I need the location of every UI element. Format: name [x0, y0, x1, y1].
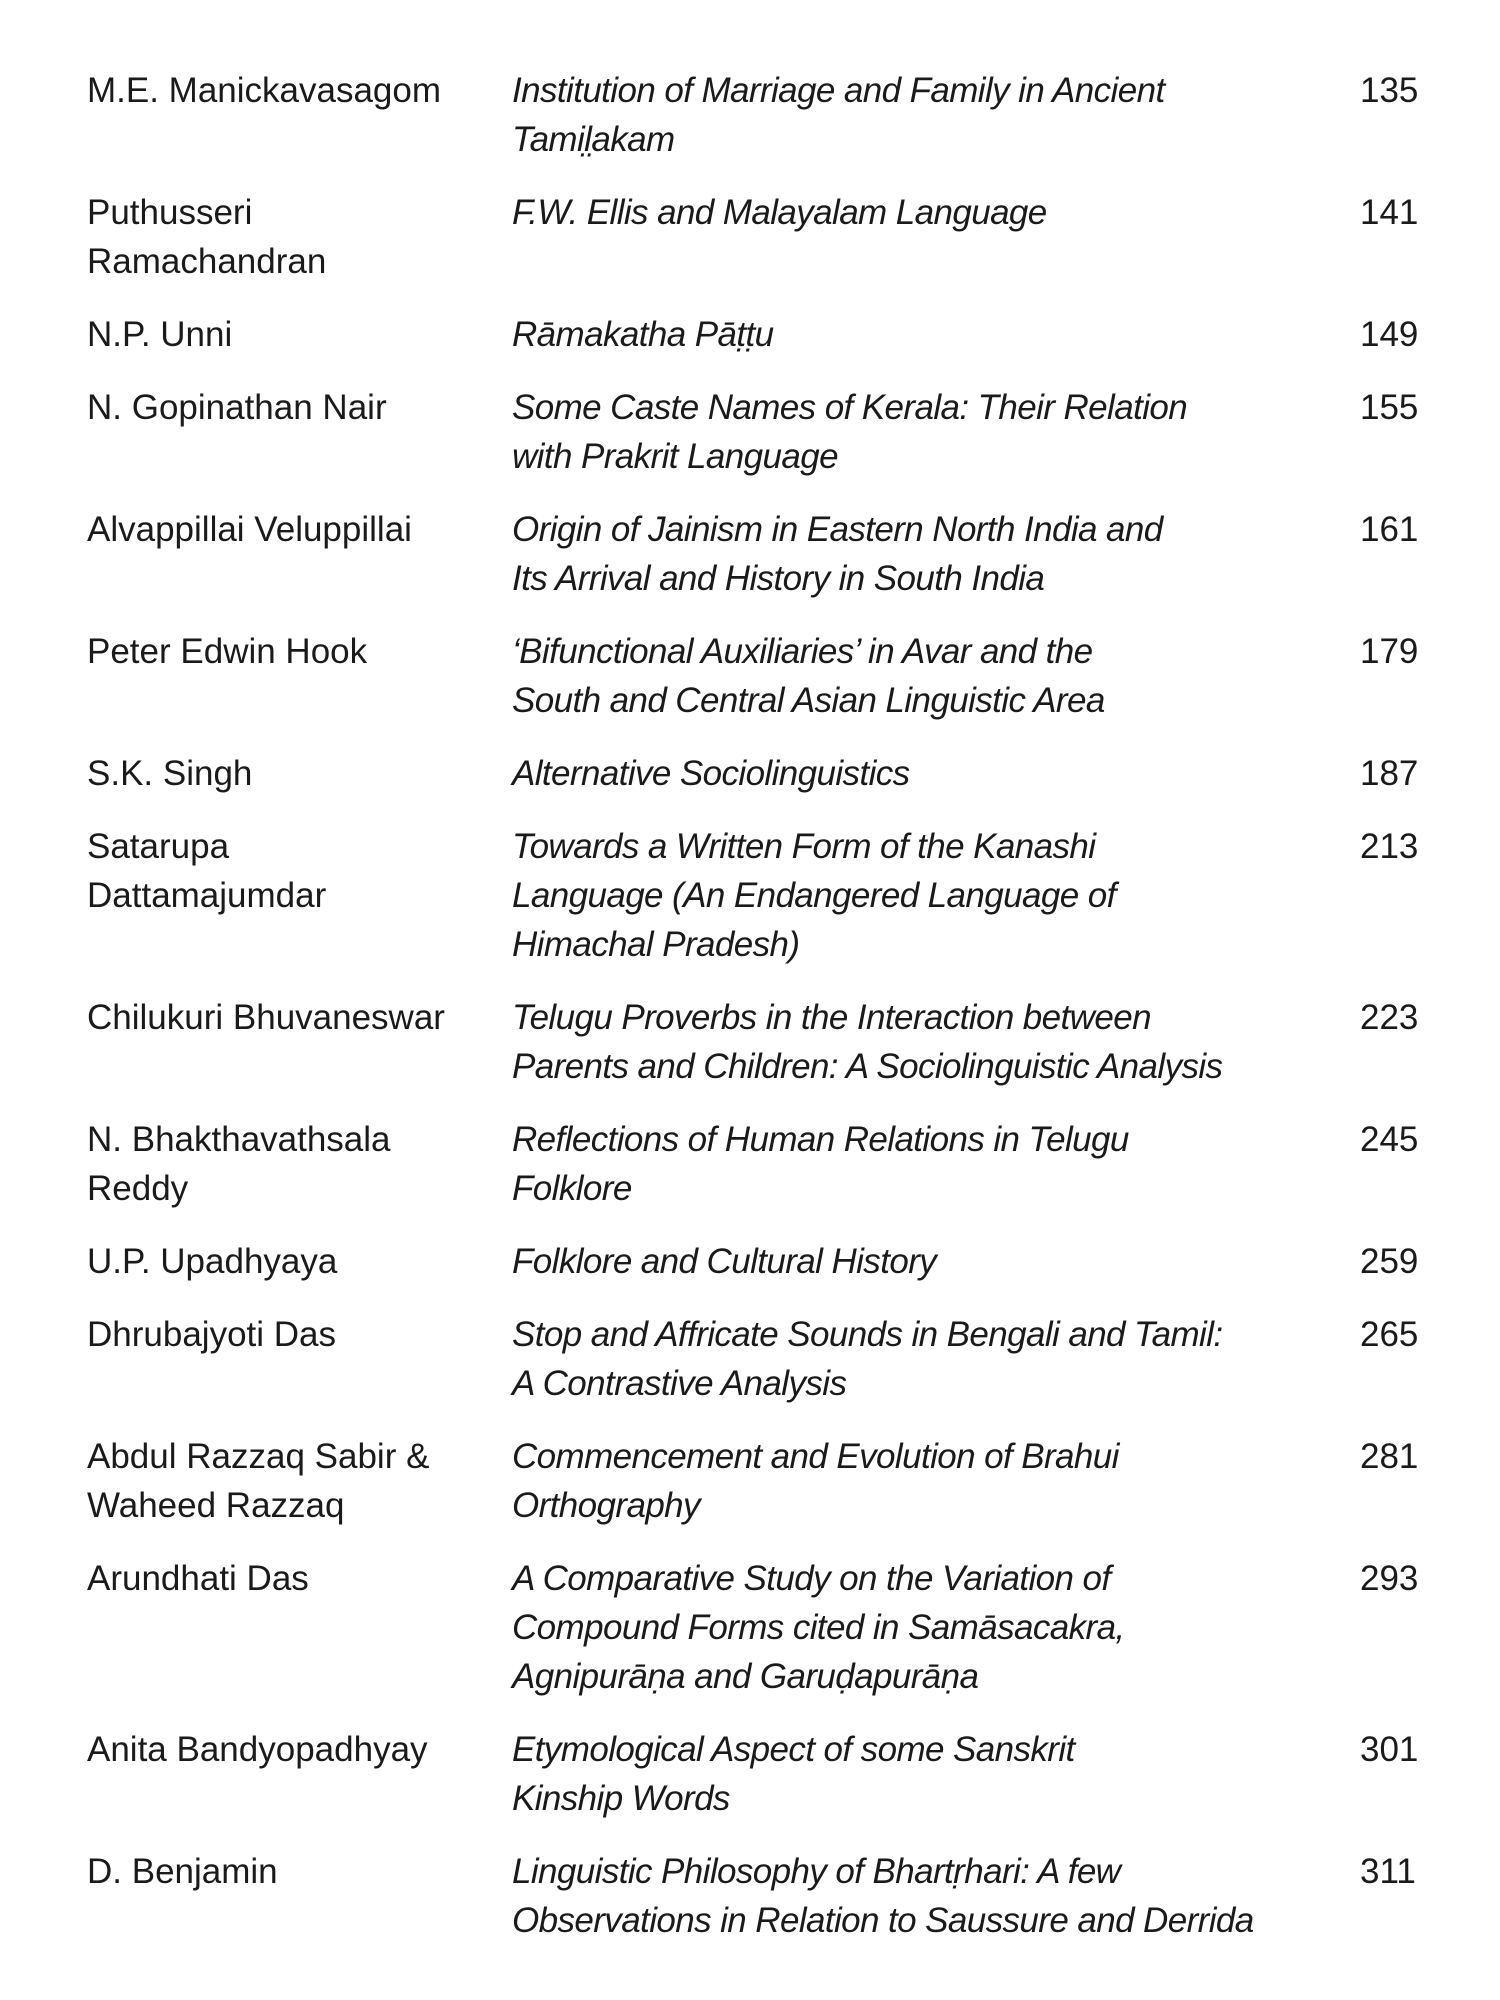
article-title: Alternative Sociolinguistics — [512, 754, 910, 793]
page-number: 265 — [1360, 1315, 1419, 1354]
article-title: Institution of Marriage and Family in An… — [512, 71, 1165, 159]
toc-entry: Abdul Razzaq Sabir & Waheed Razzaq Commen… — [87, 1432, 1487, 1530]
article-title: Origin of Jainism in Eastern North India… — [512, 510, 1163, 598]
author-name: Dhrubajyoti Das — [87, 1315, 336, 1354]
article-title: Linguistic Philosophy of Bhartṛhari: A f… — [512, 1852, 1254, 1940]
toc-entry: M.E. Manickavasagom Institution of Marria… — [87, 66, 1487, 164]
article-title: Reflections of Human Relations in Telugu… — [512, 1120, 1129, 1208]
toc-entry: Alvappillai Veluppillai Origin of Jainism… — [87, 505, 1487, 603]
toc-entry: Peter Edwin Hook ‘Bifunctional Auxiliarie… — [87, 627, 1487, 725]
page-number: 293 — [1360, 1559, 1419, 1598]
page-number: 155 — [1360, 388, 1419, 427]
page-number: 223 — [1360, 998, 1419, 1037]
article-title: Towards a Written Form of the Kanashi La… — [512, 827, 1116, 964]
author-name: Peter Edwin Hook — [87, 632, 368, 671]
toc-entry: N. Bhakthavathsala Reddy Reflections of H… — [87, 1115, 1487, 1213]
page-number: 161 — [1360, 510, 1419, 549]
author-name: Arundhati Das — [87, 1559, 309, 1598]
article-title: Telugu Proverbs in the Interaction betwe… — [512, 998, 1223, 1086]
author-name: Satarupa Dattamajumdar — [87, 827, 327, 915]
article-title: Rāmakatha Pāṭṭu — [512, 315, 774, 354]
page-number: 259 — [1360, 1242, 1419, 1281]
article-title: A Comparative Study on the Variation of … — [512, 1559, 1125, 1696]
author-name: U.P. Upadhyaya — [87, 1242, 338, 1281]
page-number: 245 — [1360, 1120, 1419, 1159]
article-title: Commencement and Evolution of Brahui Ort… — [512, 1437, 1119, 1525]
page-number: 149 — [1360, 315, 1419, 354]
author-name: N. Bhakthavathsala Reddy — [87, 1120, 391, 1208]
author-name: N. Gopinathan Nair — [87, 388, 387, 427]
article-title: Folklore and Cultural History — [512, 1242, 937, 1281]
toc-entry: N.P. Unni Rāmakatha Pāṭṭu 149 — [87, 310, 1487, 359]
toc-entry: Chilukuri Bhuvaneswar Telugu Proverbs in … — [87, 993, 1487, 1091]
table-of-contents: M.E. Manickavasagom Institution of Marria… — [87, 66, 1487, 1969]
page-number: 179 — [1360, 632, 1419, 671]
page-number: 213 — [1360, 827, 1419, 866]
author-name: N.P. Unni — [87, 315, 233, 354]
toc-entry: Dhrubajyoti Das Stop and Affricate Sounds… — [87, 1310, 1487, 1408]
author-name: Puthusseri Ramachandran — [87, 193, 327, 281]
toc-entry: Puthusseri Ramachandran F.W. Ellis and Ma… — [87, 188, 1487, 286]
page-number: 135 — [1360, 71, 1419, 110]
toc-entry: Anita Bandyopadhyay Etymological Aspect o… — [87, 1725, 1487, 1823]
article-title: F.W. Ellis and Malayalam Language — [512, 193, 1047, 232]
toc-entry: U.P. Upadhyaya Folklore and Cultural Hist… — [87, 1237, 1487, 1286]
article-title: Etymological Aspect of some Sanskrit Kin… — [512, 1730, 1075, 1818]
toc-entry: Arundhati Das A Comparative Study on the … — [87, 1554, 1487, 1701]
toc-entry: D. Benjamin Linguistic Philosophy of Bhar… — [87, 1847, 1487, 1945]
author-name: Alvappillai Veluppillai — [87, 510, 412, 549]
article-title: Stop and Affricate Sounds in Bengali and… — [512, 1315, 1223, 1403]
author-name: M.E. Manickavasagom — [87, 71, 442, 110]
page-number: 187 — [1360, 754, 1419, 793]
author-name: D. Benjamin — [87, 1852, 278, 1891]
author-name: Abdul Razzaq Sabir & Waheed Razzaq — [87, 1437, 430, 1525]
author-name: Anita Bandyopadhyay — [87, 1730, 428, 1769]
toc-entry: S.K. Singh Alternative Sociolinguistics 18… — [87, 749, 1487, 798]
page-number: 311 — [1360, 1852, 1416, 1891]
toc-entry: N. Gopinathan Nair Some Caste Names of Ke… — [87, 383, 1487, 481]
article-title: Some Caste Names of Kerala: Their Relati… — [512, 388, 1188, 476]
author-name: Chilukuri Bhuvaneswar — [87, 998, 445, 1037]
page-number: 301 — [1360, 1730, 1419, 1769]
author-name: S.K. Singh — [87, 754, 253, 793]
page-number: 281 — [1360, 1437, 1419, 1476]
page-number: 141 — [1360, 193, 1419, 232]
article-title: ‘Bifunctional Auxiliaries’ in Avar and t… — [512, 632, 1105, 720]
toc-entry: Satarupa Dattamajumdar Towards a Written … — [87, 822, 1487, 969]
